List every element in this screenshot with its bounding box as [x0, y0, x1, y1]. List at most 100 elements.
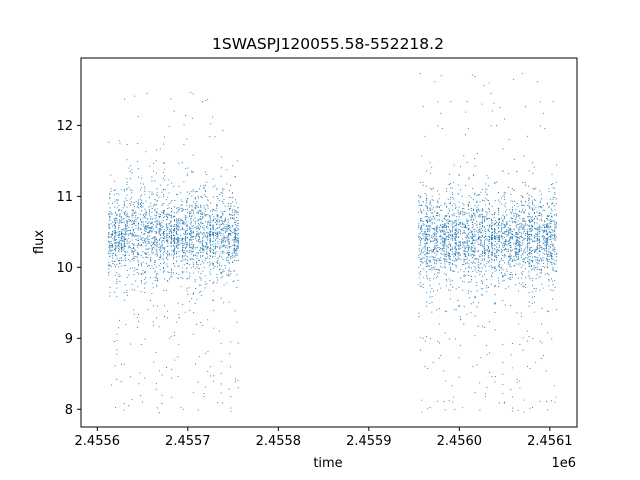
data-point [468, 290, 470, 292]
data-point [498, 231, 501, 233]
data-point [468, 254, 470, 256]
data-point [223, 199, 225, 201]
data-point [207, 214, 209, 216]
data-point [173, 237, 175, 239]
data-point [480, 244, 482, 246]
data-point [517, 263, 519, 265]
data-point [194, 217, 196, 219]
data-point [463, 246, 465, 248]
data-point [126, 188, 128, 190]
data-point [504, 118, 506, 120]
data-point [424, 257, 426, 259]
data-point [510, 244, 512, 247]
data-point [171, 239, 173, 241]
data-point [181, 238, 184, 241]
data-point [440, 204, 442, 206]
data-point [477, 234, 480, 236]
data-point [118, 232, 121, 234]
data-point [443, 370, 445, 372]
data-point [449, 203, 451, 205]
data-point [506, 221, 508, 223]
data-point [152, 305, 154, 307]
data-point [201, 196, 204, 198]
data-point [444, 223, 446, 225]
data-point [542, 265, 544, 268]
data-point [426, 265, 428, 268]
data-point [454, 251, 456, 253]
data-point [140, 219, 142, 221]
data-point [126, 178, 128, 180]
data-point [519, 263, 521, 265]
data-point [521, 277, 523, 279]
data-point [185, 236, 187, 238]
data-point [236, 220, 238, 222]
data-point [125, 264, 127, 266]
data-point [463, 254, 465, 256]
data-point [523, 225, 525, 227]
data-point [522, 227, 524, 229]
data-point [453, 253, 455, 255]
data-point [418, 227, 420, 229]
data-point [468, 215, 470, 217]
data-point [431, 208, 433, 210]
data-point [459, 166, 462, 168]
data-point [116, 247, 118, 249]
data-point [186, 224, 188, 226]
data-point [185, 241, 187, 243]
data-point [458, 201, 460, 203]
data-point [200, 210, 202, 212]
data-point [482, 251, 484, 253]
data-point [539, 257, 541, 259]
data-point [167, 265, 169, 268]
data-point [428, 250, 430, 252]
data-point [513, 235, 515, 237]
data-point [499, 218, 501, 220]
data-point [234, 235, 236, 237]
data-point [531, 302, 533, 304]
data-point [517, 277, 519, 279]
data-point [476, 200, 478, 202]
data-point [209, 261, 211, 263]
data-point [504, 249, 506, 251]
data-point [519, 282, 521, 284]
data-point [453, 260, 455, 262]
data-point [529, 225, 531, 227]
data-point [536, 233, 539, 235]
data-point [477, 204, 479, 206]
data-point [525, 184, 527, 186]
data-point [133, 257, 135, 259]
data-point [181, 241, 183, 243]
data-point [141, 206, 143, 208]
data-point [440, 242, 442, 244]
data-point [168, 213, 170, 216]
data-point [120, 244, 122, 246]
data-point [486, 212, 488, 214]
data-point [468, 259, 470, 261]
data-point [167, 271, 169, 273]
data-point [212, 229, 214, 231]
data-point [519, 210, 521, 212]
data-point [219, 247, 221, 249]
data-point [513, 255, 515, 258]
data-point [196, 246, 198, 248]
data-point [183, 247, 185, 249]
data-point [536, 245, 538, 247]
data-point [436, 212, 438, 214]
data-point [113, 239, 115, 241]
data-point [488, 250, 490, 252]
data-point [199, 268, 201, 270]
data-point [481, 214, 483, 216]
data-point [503, 241, 505, 243]
data-point [213, 196, 215, 198]
data-point [174, 228, 176, 230]
data-point [156, 273, 158, 275]
data-point [140, 282, 142, 284]
data-point [509, 278, 511, 280]
data-point [472, 219, 474, 221]
data-point [529, 249, 531, 251]
data-point [109, 197, 111, 199]
data-point [128, 230, 130, 232]
data-point [440, 287, 442, 289]
data-point [494, 232, 496, 234]
data-point [494, 376, 496, 378]
